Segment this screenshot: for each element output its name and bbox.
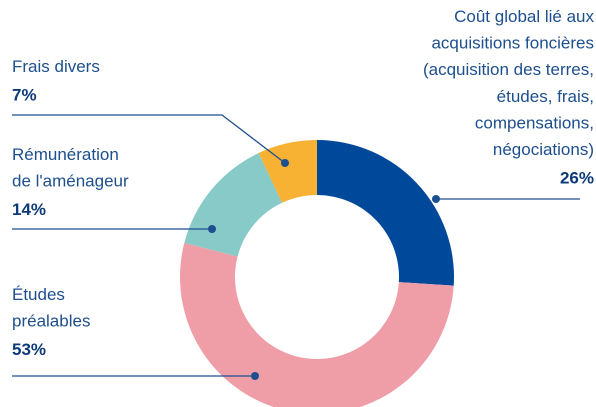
label-line: Coût global lié aux [454,7,594,26]
label-line: compensations, [475,113,594,132]
label-line: (acquisition des terres, [423,60,594,79]
value-label: 26% [560,169,594,188]
leader-dot [281,159,289,167]
label-line: Rémunération [12,145,119,164]
label-line: Frais divers [12,57,100,76]
label-line: préalables [12,312,90,331]
donut-segment [258,140,317,203]
label-line: de l'aménageur [12,172,129,191]
value-label: 7% [12,86,37,105]
leader-line [12,114,286,164]
value-label: 53% [12,340,46,359]
label-line: négociations) [493,140,594,159]
label-line: études, frais, [497,87,594,106]
segment-label: Études préalables [12,285,90,331]
leader-dot [251,372,259,380]
label-line: Études [12,285,65,304]
label-line: acquisitions foncières [431,34,594,53]
segment-label: Coût global lié aux acquisitions foncière… [423,7,595,159]
leader-dot [208,225,216,233]
leader-dot [432,195,440,203]
segment-label: Rémunération de l'aménageur [12,145,129,191]
donut-segment [180,242,454,407]
segment-label: Frais divers [12,57,100,76]
value-label: 14% [12,200,46,219]
donut-segment [317,140,454,286]
